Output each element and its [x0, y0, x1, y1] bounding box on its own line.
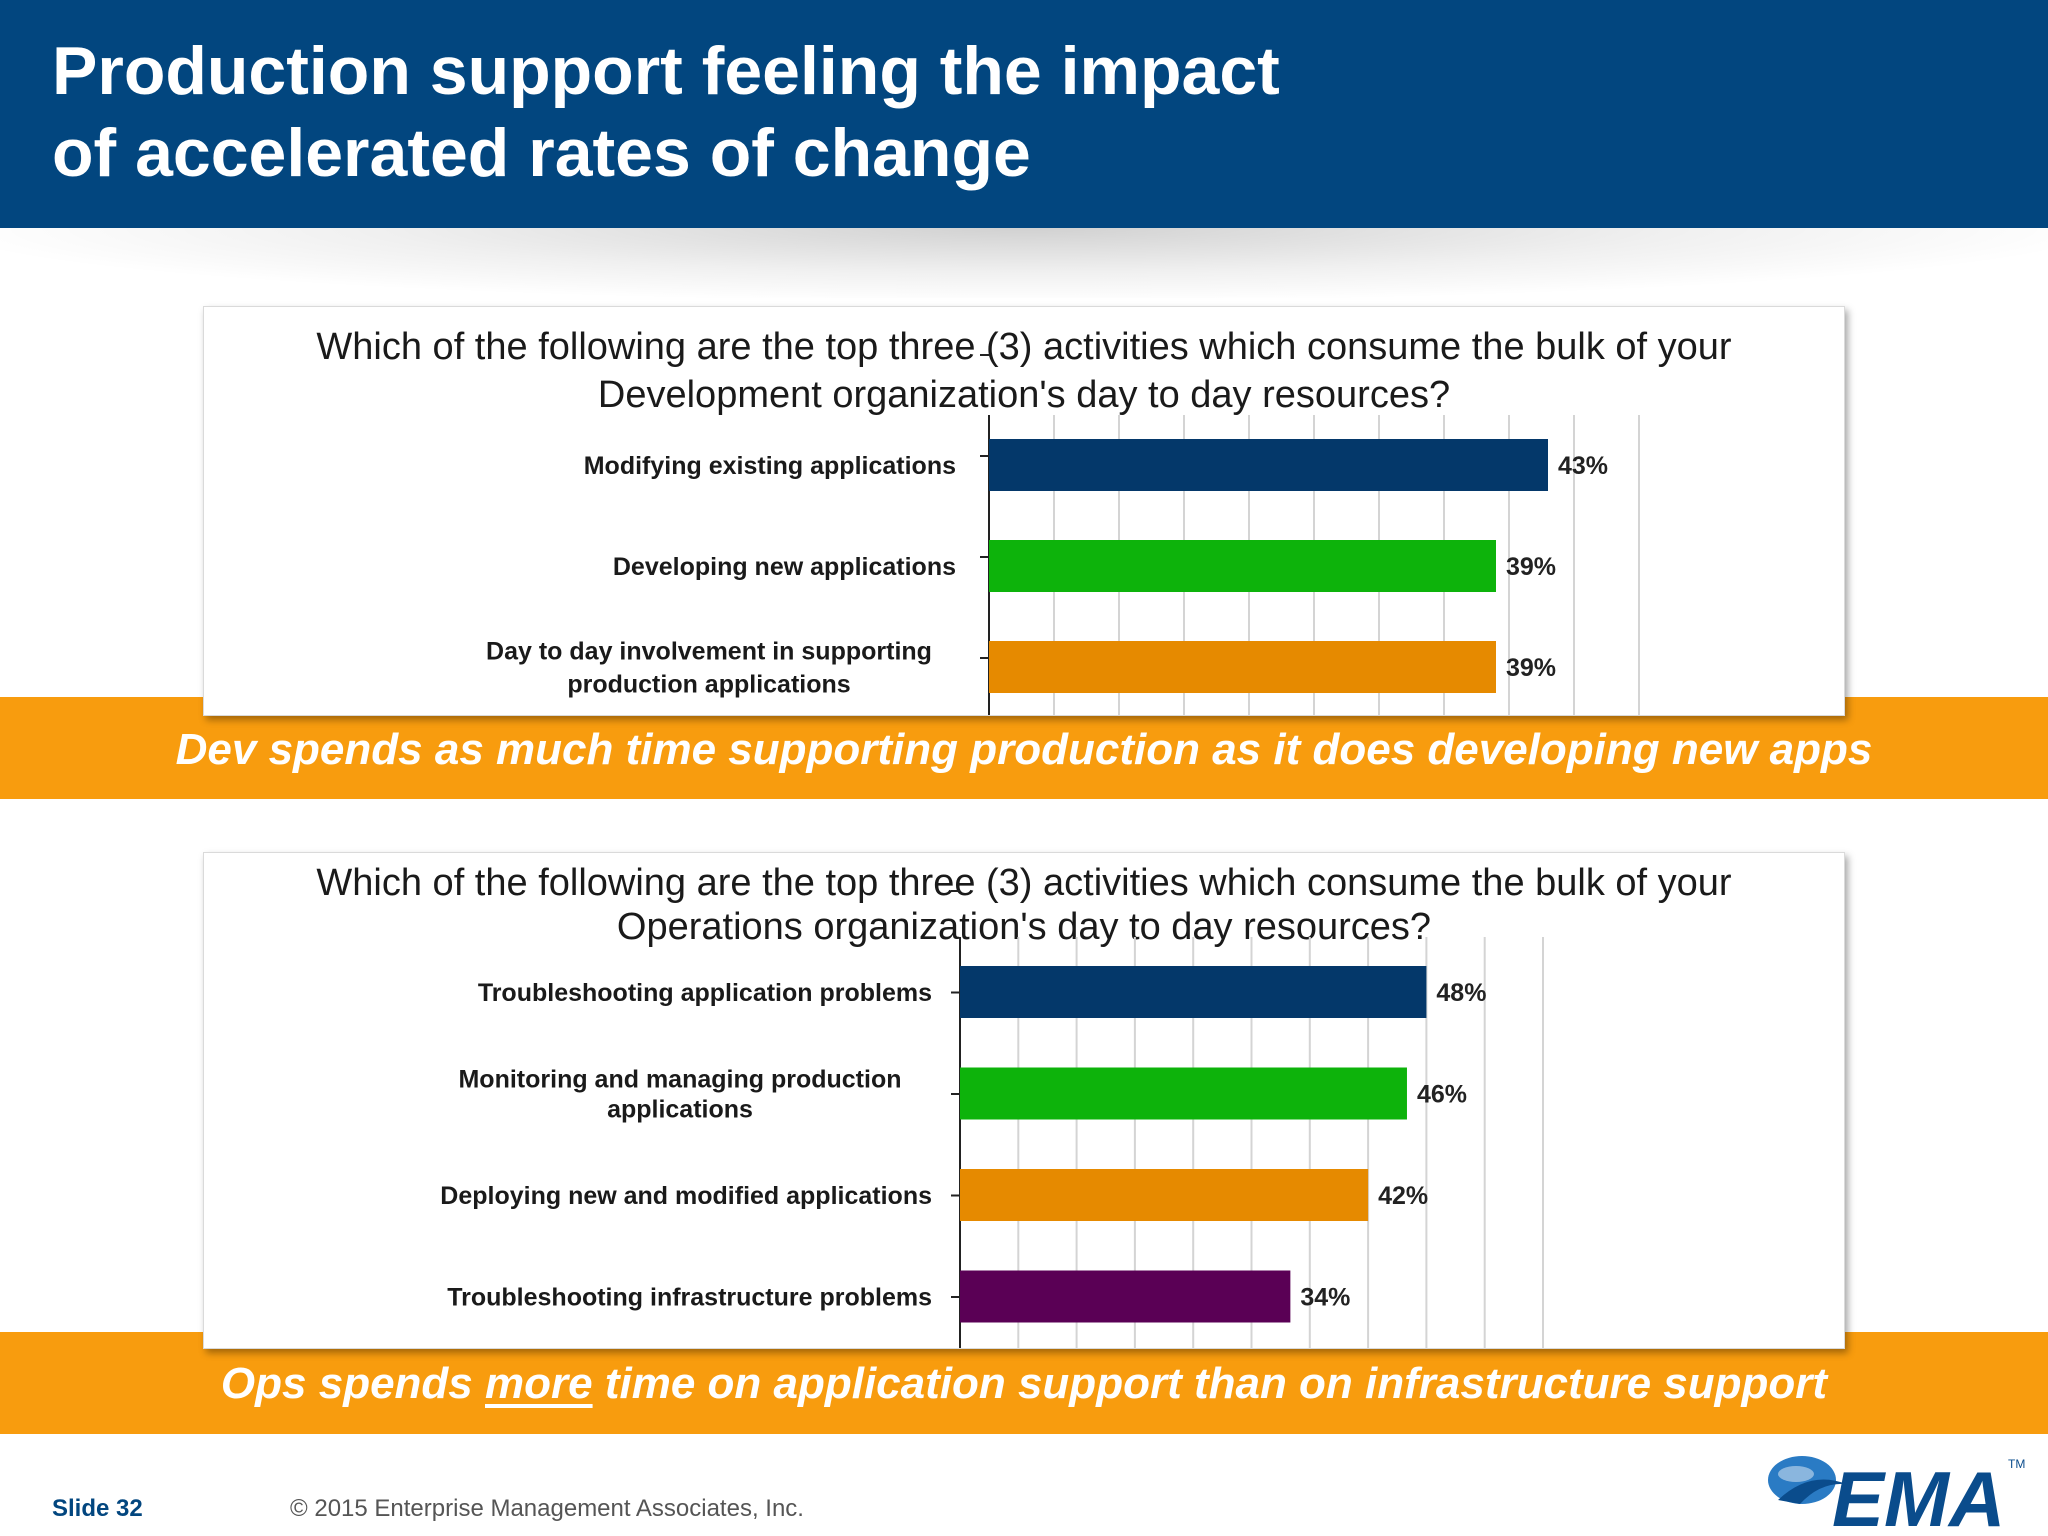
- bar-value-label: 43%: [1558, 452, 1608, 480]
- ops-callout-text-start: Ops spends: [220, 1359, 485, 1408]
- category-label: Deploying new and modified applications: [440, 1182, 932, 1210]
- ema-logo-trademark: TM: [2008, 1457, 2025, 1471]
- bar: [989, 641, 1496, 693]
- slide-title: Production support feeling the impact of…: [52, 30, 1280, 194]
- dev-bar-chart: 43% Modifying existing applications 39% Dev…: [486, 354, 1640, 715]
- dev-callout-text: Dev spends as much time supporting produ…: [175, 725, 1873, 774]
- bar-value-label: 34%: [1300, 1284, 1350, 1312]
- ops-callout-emphasis: more: [485, 1359, 593, 1408]
- ops-chart-title: Which of the following are the top three…: [204, 861, 1844, 949]
- category-label: Troubleshooting application problems: [478, 979, 932, 1007]
- ops-chart-panel: Which of the following are the top three…: [203, 852, 1845, 1349]
- bar: [960, 1169, 1369, 1221]
- ema-logo-text: EMA: [1832, 1455, 2005, 1532]
- ema-logo-swirl-icon: [1768, 1456, 1836, 1504]
- category-label: Monitoring and managing production: [458, 1066, 901, 1094]
- bar-value-label: 46%: [1417, 1081, 1467, 1109]
- bar-value-label: 42%: [1378, 1182, 1428, 1210]
- category-label: production applications: [567, 671, 850, 699]
- dev-chart-title-line-1: Which of the following are the top three…: [316, 326, 1732, 368]
- bar-value-label: 39%: [1506, 654, 1556, 682]
- bar-value-label: 39%: [1506, 553, 1556, 581]
- ops-callout-band: [0, 1332, 2048, 1434]
- category-label: applications: [607, 1096, 753, 1124]
- ops-chart-title-line-1: Which of the following are the top three…: [316, 862, 1732, 904]
- slide-title-line-2: of accelerated rates of change: [52, 115, 1031, 191]
- category-label: Day to day involvement in supporting: [486, 638, 932, 666]
- bar-value-label: 48%: [1436, 979, 1486, 1007]
- ops-callout-text: Ops spends more time on application supp…: [0, 1358, 2048, 1410]
- ops-chart-title-line-2: Operations organization's day to day res…: [616, 906, 1432, 948]
- dev-chart-panel: Which of the following are the top three…: [203, 306, 1845, 716]
- ema-logo: EMA TM: [1768, 1455, 2025, 1532]
- category-label: Modifying existing applications: [584, 452, 956, 480]
- slide-title-line-1: Production support feeling the impact: [52, 33, 1280, 109]
- dev-chart-title: Which of the following are the top three…: [204, 323, 1844, 419]
- header-shadow: [0, 228, 2048, 298]
- dev-chart-title-line-2: Development organization's day to day re…: [597, 374, 1451, 416]
- slide-number: Slide 32: [52, 1495, 143, 1522]
- bar: [989, 540, 1496, 592]
- copyright-text: © 2015 Enterprise Management Associates,…: [290, 1495, 804, 1522]
- bar: [960, 1270, 1291, 1323]
- ops-bar-chart: 48% Troubleshooting application problems 4…: [440, 890, 1544, 1348]
- ops-callout-text-end: time on application support than on infr…: [592, 1359, 1828, 1408]
- ema-logo-swirl-highlight-icon: [1778, 1466, 1814, 1482]
- category-label: Developing new applications: [613, 553, 956, 581]
- bar: [960, 966, 1427, 1018]
- category-label: Troubleshooting infrastructure problems: [447, 1284, 932, 1312]
- bar: [989, 439, 1548, 491]
- ema-logo-swirl-tail-icon: [1778, 1479, 1846, 1504]
- slide-header: [0, 0, 2048, 228]
- bar: [960, 1067, 1407, 1120]
